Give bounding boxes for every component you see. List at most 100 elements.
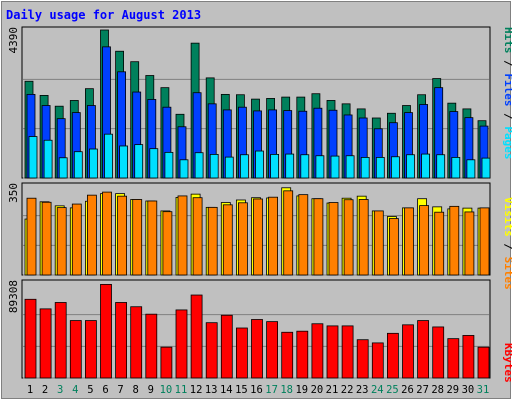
pages-bar bbox=[89, 148, 98, 179]
legend-kbytes: KBytes bbox=[502, 343, 512, 383]
x-tick-label: 24 bbox=[371, 384, 384, 396]
sites-bar bbox=[449, 205, 460, 276]
sites-bar bbox=[237, 202, 248, 276]
kbytes-bar bbox=[432, 326, 445, 379]
kbytes-bar bbox=[341, 325, 354, 379]
sites-bar bbox=[253, 198, 263, 276]
sites-bar bbox=[117, 195, 127, 276]
x-tick-label: 27 bbox=[416, 384, 429, 396]
kbytes-bar bbox=[220, 314, 233, 379]
sites-bar bbox=[71, 203, 82, 276]
pages-bar bbox=[330, 155, 340, 179]
x-tick-label: 25 bbox=[386, 384, 399, 396]
kbytes-bar bbox=[69, 320, 82, 379]
legend-pages: Pages bbox=[502, 126, 512, 159]
pages-bar bbox=[421, 153, 431, 179]
x-tick-label: 12 bbox=[190, 384, 203, 396]
sites-bar bbox=[434, 211, 445, 276]
pages-bar bbox=[255, 150, 264, 179]
sites-bar bbox=[222, 204, 233, 276]
kbytes-bar bbox=[356, 339, 369, 379]
x-tick-label: 26 bbox=[401, 384, 414, 396]
pages-bar bbox=[149, 148, 159, 179]
x-tick-label: 13 bbox=[205, 384, 218, 396]
pages-bar bbox=[58, 157, 68, 179]
x-tick-label: 3 bbox=[57, 384, 63, 396]
pages-bar bbox=[360, 157, 370, 179]
sites-bar bbox=[373, 210, 384, 276]
legend-sites: Sites bbox=[502, 257, 512, 290]
kbytes-bar bbox=[402, 324, 414, 379]
x-tick-label: 10 bbox=[160, 384, 173, 396]
sites-bar bbox=[268, 196, 279, 276]
x-tick-label: 19 bbox=[295, 384, 308, 396]
sites-bar bbox=[283, 190, 294, 276]
pages-bar bbox=[345, 155, 355, 179]
x-tick-label: 29 bbox=[446, 384, 459, 396]
sites-bar bbox=[328, 202, 339, 276]
sites-bar bbox=[404, 207, 414, 276]
x-tick-label: 15 bbox=[235, 384, 248, 396]
sites-bar bbox=[192, 197, 203, 276]
pages-bar bbox=[436, 154, 446, 179]
x-tick-label: 20 bbox=[311, 384, 324, 396]
pages-bar bbox=[28, 136, 38, 179]
pages-bar bbox=[285, 153, 295, 179]
x-tick-label: 18 bbox=[280, 384, 293, 396]
sites-bar bbox=[147, 200, 158, 276]
pages-bar bbox=[104, 133, 113, 179]
pages-bar bbox=[164, 151, 174, 179]
kbytes-y-tick-label: 89308 bbox=[7, 280, 20, 313]
sites-bar bbox=[177, 195, 188, 276]
kbytes-bar bbox=[190, 294, 203, 379]
kbytes-bar bbox=[266, 321, 279, 379]
pages-bar bbox=[375, 157, 385, 179]
kbytes-bar bbox=[477, 346, 490, 379]
pages-bar bbox=[179, 159, 189, 179]
kbytes-bar bbox=[39, 308, 52, 379]
pages-bar bbox=[209, 154, 219, 179]
kbytes-bar bbox=[24, 298, 37, 379]
kbytes-bar bbox=[205, 322, 218, 379]
legend-files: Files bbox=[502, 73, 512, 106]
pages-bar bbox=[134, 144, 144, 179]
x-tick-label: 5 bbox=[87, 384, 93, 396]
x-tick-label: 31 bbox=[477, 384, 490, 396]
kbytes-bar bbox=[326, 325, 339, 379]
x-tick-label: 11 bbox=[175, 384, 188, 396]
x-tick-label: 14 bbox=[220, 384, 233, 396]
sites-bar bbox=[207, 206, 218, 276]
pages-bar bbox=[300, 154, 310, 179]
x-tick-label: 30 bbox=[462, 384, 475, 396]
sites-bar bbox=[87, 194, 97, 276]
kbytes-bar bbox=[281, 331, 294, 379]
bar-marks bbox=[24, 29, 491, 379]
pages-bar bbox=[451, 157, 461, 179]
kbytes-bar bbox=[447, 338, 460, 379]
kbytes-bar bbox=[251, 319, 263, 379]
sites-bar bbox=[479, 207, 490, 276]
sites-bar bbox=[419, 205, 430, 276]
x-tick-label: 4 bbox=[72, 384, 78, 396]
legend-hits: Hits bbox=[502, 27, 512, 54]
kbytes-bar bbox=[462, 335, 475, 379]
x-tick-label: 8 bbox=[133, 384, 139, 396]
kbytes-bar bbox=[145, 313, 158, 379]
kbytes-bar bbox=[130, 306, 143, 379]
pages-bar bbox=[73, 151, 83, 179]
x-tick-label: 22 bbox=[341, 384, 354, 396]
pages-bar bbox=[119, 145, 128, 179]
x-tick-label: 23 bbox=[356, 384, 369, 396]
x-tick-label: 7 bbox=[117, 384, 123, 396]
kbytes-bar bbox=[160, 346, 173, 379]
kbytes-bar bbox=[371, 342, 384, 379]
kbytes-bar bbox=[311, 323, 324, 379]
kbytes-bar bbox=[115, 302, 127, 379]
sites-bar bbox=[56, 207, 67, 276]
sites-bar bbox=[313, 198, 324, 276]
kbytes-bar bbox=[54, 302, 67, 379]
kbytes-bar bbox=[100, 283, 112, 379]
